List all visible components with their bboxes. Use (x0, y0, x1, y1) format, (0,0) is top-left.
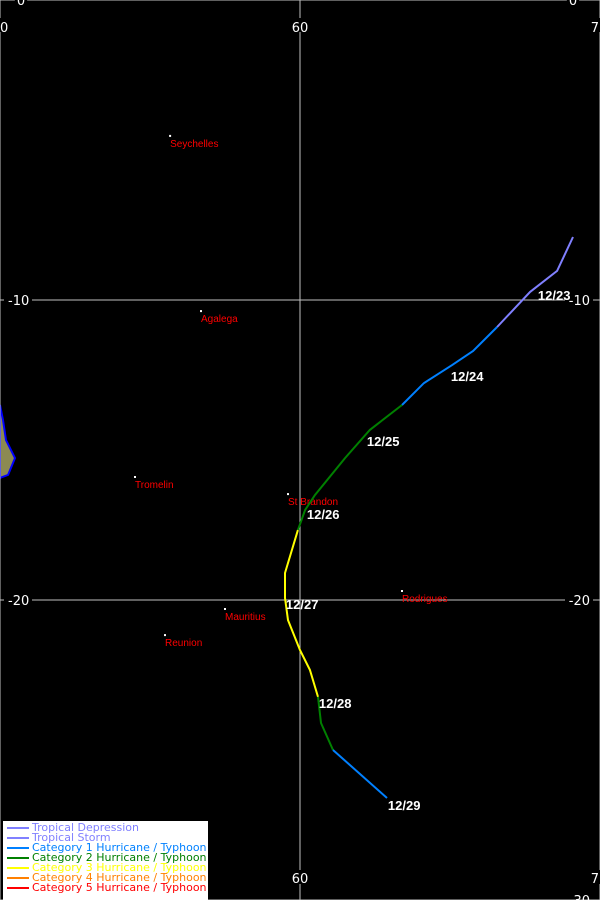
track-segment (317, 696, 334, 751)
legend-swatch (7, 837, 29, 839)
legend-item: Tropical Storm (7, 831, 208, 844)
land-madagascar (0, 404, 17, 479)
label-background (565, 293, 593, 307)
legend-swatch (7, 827, 29, 829)
legend-label: Category 5 Hurricane / Typhoon (32, 881, 207, 894)
top-axis-label: 0 (17, 0, 25, 9)
legend-swatch (7, 877, 29, 879)
latitude-label-right: -20 (569, 594, 590, 609)
legend-swatch (7, 857, 29, 859)
date-label: 12/23 (538, 288, 571, 303)
place-marker (200, 310, 202, 313)
place-marker (287, 493, 289, 496)
place-label: St Brandon (288, 497, 338, 508)
date-label: 12/29 (388, 798, 421, 813)
legend: Tropical Depression Tropical Storm Categor… (3, 821, 208, 900)
latitude-label-right: -10 (569, 294, 590, 309)
longitude-label: 7 (591, 21, 599, 36)
label-background (290, 870, 310, 884)
longitude-label: 7 (591, 872, 599, 887)
label-background (14, 0, 28, 7)
longitude-label: 60 (292, 21, 309, 36)
track-segment (284, 529, 319, 698)
legend-swatch (7, 847, 29, 849)
label-background (4, 293, 32, 307)
longitude-label: 0 (0, 21, 8, 36)
track-segment (296, 404, 403, 531)
legend-label: Tropical Storm (32, 831, 111, 844)
legend-label: Category 3 Hurricane / Typhoon (32, 861, 207, 874)
label-background (290, 18, 310, 32)
legend-label: Category 4 Hurricane / Typhoon (32, 871, 207, 884)
latitude-label-left: -20 (8, 594, 29, 609)
place-label: Rodrigues (402, 594, 448, 605)
date-label: 12/25 (367, 434, 400, 449)
longitude-label: 60 (292, 872, 309, 887)
label-background (590, 18, 600, 32)
track-segment (496, 236, 574, 328)
place-label: Tromelin (135, 480, 174, 491)
place-marker (169, 134, 172, 137)
top-axis-label: 0 (569, 0, 577, 9)
legend-label: Tropical Depression (32, 821, 139, 834)
label-background (0, 18, 10, 32)
date-label: 12/26 (307, 507, 340, 522)
legend-label: Category 2 Hurricane / Typhoon (32, 851, 207, 864)
label-background (4, 593, 32, 607)
place-label: Agalega (201, 314, 238, 325)
legend-item: Category 5 Hurricane / Typhoon (7, 881, 208, 894)
date-label: 12/27 (286, 597, 319, 612)
place-label: Seychelles (170, 139, 218, 150)
latitude-label-left: -10 (8, 294, 29, 309)
label-background (566, 0, 580, 7)
legend-swatch (7, 867, 29, 869)
place-marker (164, 634, 166, 637)
label-background (565, 593, 593, 607)
place-marker (401, 590, 403, 592)
track-segment (401, 326, 498, 406)
legend-item: Category 2 Hurricane / Typhoon (7, 851, 208, 864)
date-label: 12/24 (451, 369, 484, 384)
place-label: Reunion (165, 638, 202, 649)
legend-item: Tropical Depression (7, 821, 208, 834)
track-segment (332, 749, 388, 799)
legend-item: Category 4 Hurricane / Typhoon (7, 871, 208, 884)
place-marker (134, 476, 136, 478)
legend-item: Category 1 Hurricane / Typhoon (7, 841, 208, 854)
label-background (590, 870, 600, 884)
legend-item: Category 3 Hurricane / Typhoon (7, 861, 208, 874)
place-label: Mauritius (225, 612, 266, 623)
place-marker (224, 608, 226, 610)
date-label: 12/28 (319, 696, 352, 711)
legend-label: Category 1 Hurricane / Typhoon (32, 841, 207, 854)
legend-swatch (7, 887, 29, 889)
latitude-label-bottom: -30 (569, 894, 590, 900)
